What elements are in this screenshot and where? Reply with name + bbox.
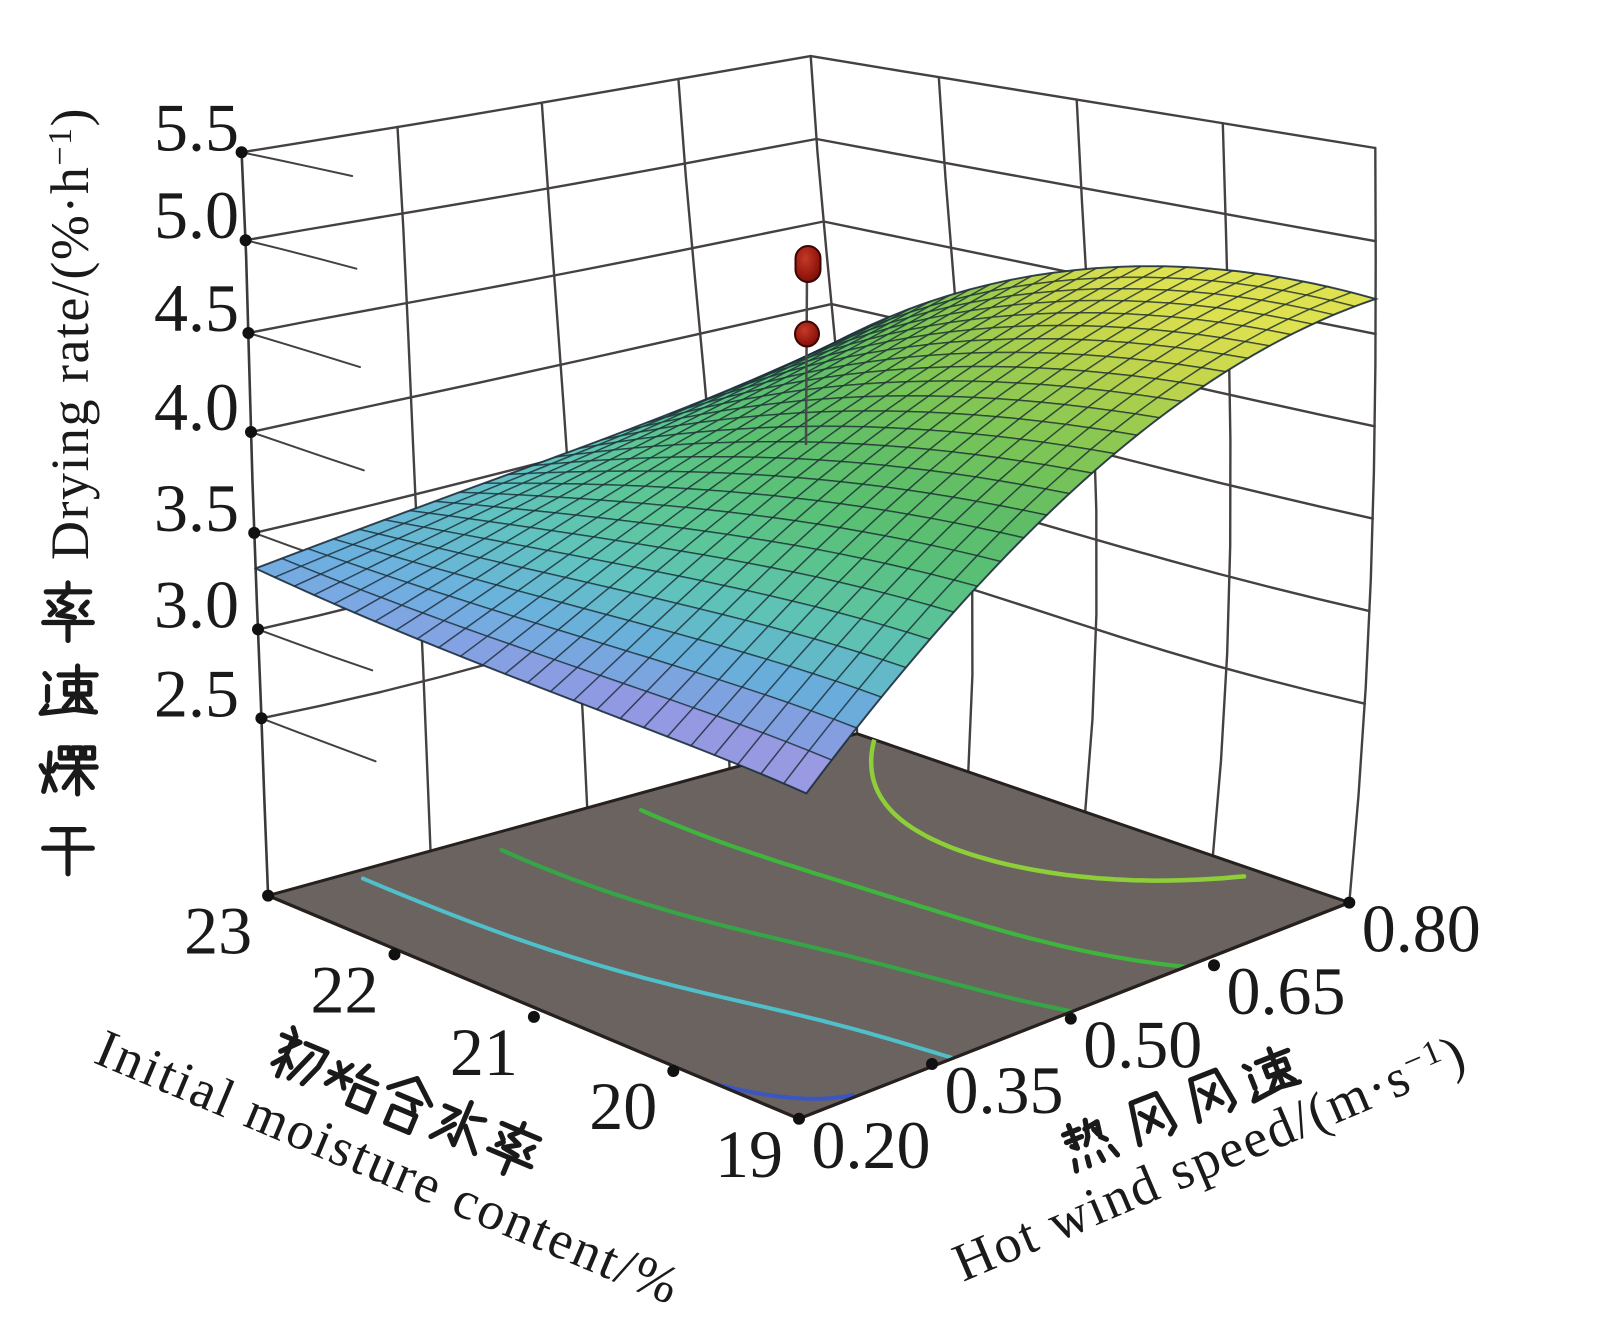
svg-text:Drying rate/(%·h−1): Drying rate/(%·h−1) <box>40 107 100 560</box>
svg-text:23: 23 <box>184 893 252 969</box>
svg-text:0.50: 0.50 <box>1083 1007 1202 1083</box>
svg-text:0.65: 0.65 <box>1227 953 1346 1029</box>
svg-text:21: 21 <box>450 1014 518 1090</box>
svg-text:4.5: 4.5 <box>154 270 239 346</box>
svg-text:22: 22 <box>311 951 379 1027</box>
svg-text:2.5: 2.5 <box>154 655 239 731</box>
svg-text:5.0: 5.0 <box>154 177 239 253</box>
svg-text:0.35: 0.35 <box>945 1052 1064 1128</box>
svg-text:0.20: 0.20 <box>812 1107 931 1183</box>
svg-text:19: 19 <box>715 1116 783 1192</box>
svg-text:0.80: 0.80 <box>1362 891 1481 967</box>
svg-text:20: 20 <box>589 1068 657 1144</box>
svg-text:5.5: 5.5 <box>154 89 239 165</box>
svg-text:3.5: 3.5 <box>154 470 239 546</box>
svg-text:4.0: 4.0 <box>154 369 239 445</box>
svg-text:3.0: 3.0 <box>154 566 239 642</box>
